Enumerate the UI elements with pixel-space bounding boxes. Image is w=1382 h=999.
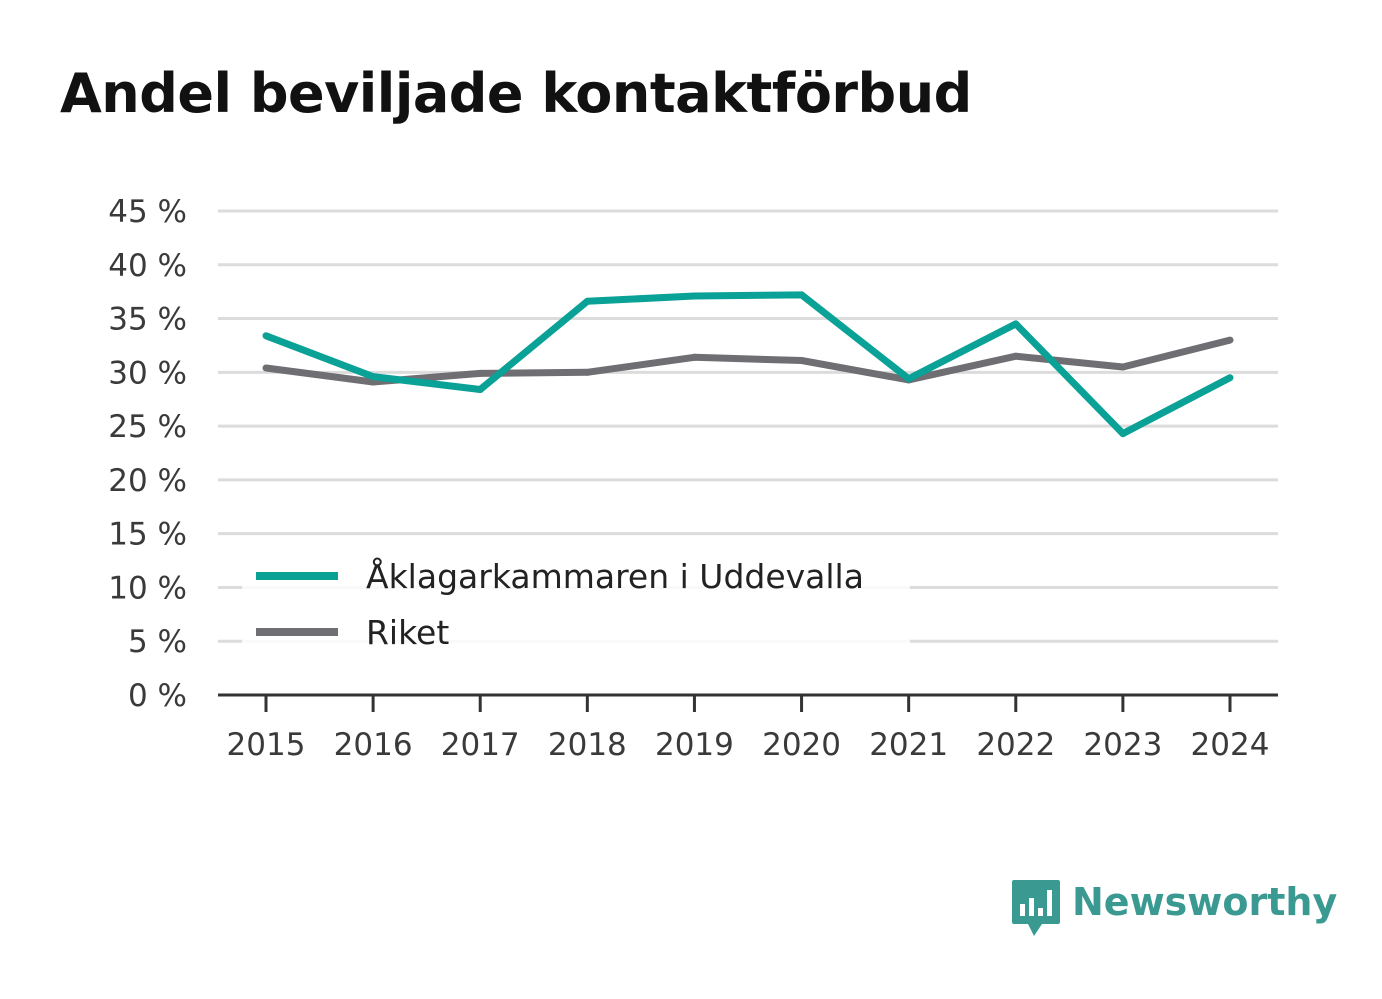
legend: Åklagarkammaren i Uddevalla Riket bbox=[242, 548, 910, 652]
data-point bbox=[262, 332, 270, 340]
y-tick-label: 15 % bbox=[108, 517, 187, 553]
data-point bbox=[1226, 336, 1234, 344]
brand: Newsworthy bbox=[1010, 878, 1337, 940]
data-point bbox=[690, 353, 698, 361]
y-tick-label: 0 % bbox=[128, 678, 187, 714]
x-tick-label: 2017 bbox=[441, 727, 520, 763]
data-point bbox=[1012, 352, 1020, 360]
x-tick-label: 2019 bbox=[655, 727, 734, 763]
x-tick-label: 2021 bbox=[869, 727, 948, 763]
data-point bbox=[1012, 320, 1020, 328]
chart-title: Andel beviljade kontaktförbud bbox=[60, 62, 972, 125]
legend-background bbox=[242, 548, 910, 648]
data-point bbox=[369, 373, 377, 381]
data-point bbox=[1119, 430, 1127, 438]
newsworthy-logo-icon bbox=[1012, 880, 1060, 936]
data-point bbox=[905, 375, 913, 383]
x-tick-label: 2024 bbox=[1191, 727, 1270, 763]
data-point bbox=[690, 292, 698, 300]
series-line bbox=[264, 291, 1232, 438]
data-point bbox=[1226, 374, 1234, 382]
y-tick-label: 30 % bbox=[108, 355, 187, 391]
series-lines bbox=[262, 291, 1234, 438]
data-point bbox=[1119, 363, 1127, 371]
y-tick-label: 25 % bbox=[108, 409, 187, 445]
x-tick-label: 2018 bbox=[548, 727, 627, 763]
brand-name: Newsworthy bbox=[1072, 880, 1338, 924]
data-point bbox=[262, 364, 270, 372]
data-point bbox=[583, 368, 591, 376]
data-point bbox=[583, 297, 591, 305]
legend-label: Riket bbox=[366, 613, 449, 652]
series-line bbox=[265, 336, 1231, 386]
data-point bbox=[798, 291, 806, 299]
legend-label: Åklagarkammaren i Uddevalla bbox=[366, 556, 864, 596]
data-point bbox=[798, 357, 806, 365]
y-tick-label: 40 % bbox=[108, 248, 187, 284]
x-tick-label: 2015 bbox=[227, 727, 306, 763]
x-tick-label: 2020 bbox=[762, 727, 841, 763]
y-tick-label: 5 % bbox=[128, 624, 187, 660]
y-tick-label: 20 % bbox=[108, 463, 187, 499]
y-axis-labels: 0 % 5 % 10 % 15 % 20 % 25 % 30 % 35 % 40 % 45 % bbox=[108, 194, 187, 714]
data-point bbox=[476, 386, 484, 394]
x-tick-label: 2022 bbox=[976, 727, 1055, 763]
x-axis: 2015 2016 2017 2018 2019 2020 2021 2022 2023 2024 bbox=[218, 693, 1278, 763]
data-point bbox=[476, 369, 484, 377]
x-tick-label: 2023 bbox=[1083, 727, 1162, 763]
y-tick-label: 10 % bbox=[108, 570, 187, 606]
y-tick-label: 45 % bbox=[108, 194, 187, 230]
y-tick-label: 35 % bbox=[108, 302, 187, 338]
x-tick-label: 2016 bbox=[334, 727, 413, 763]
